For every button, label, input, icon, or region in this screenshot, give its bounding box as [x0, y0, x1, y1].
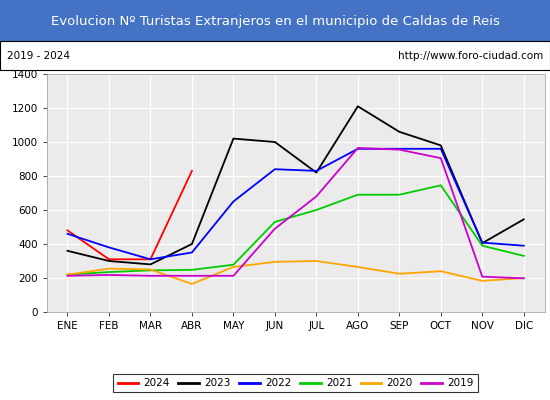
- Legend: 2024, 2023, 2022, 2021, 2020, 2019: 2024, 2023, 2022, 2021, 2020, 2019: [113, 374, 478, 392]
- Text: http://www.foro-ciudad.com: http://www.foro-ciudad.com: [398, 51, 543, 61]
- Text: 2019 - 2024: 2019 - 2024: [7, 51, 70, 61]
- Text: Evolucion Nº Turistas Extranjeros en el municipio de Caldas de Reis: Evolucion Nº Turistas Extranjeros en el …: [51, 14, 499, 28]
